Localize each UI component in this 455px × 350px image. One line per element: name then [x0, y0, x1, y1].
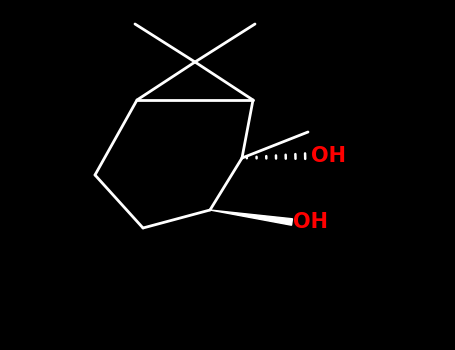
Text: OH: OH: [311, 146, 346, 166]
Text: OH: OH: [293, 212, 328, 232]
Polygon shape: [210, 210, 293, 225]
